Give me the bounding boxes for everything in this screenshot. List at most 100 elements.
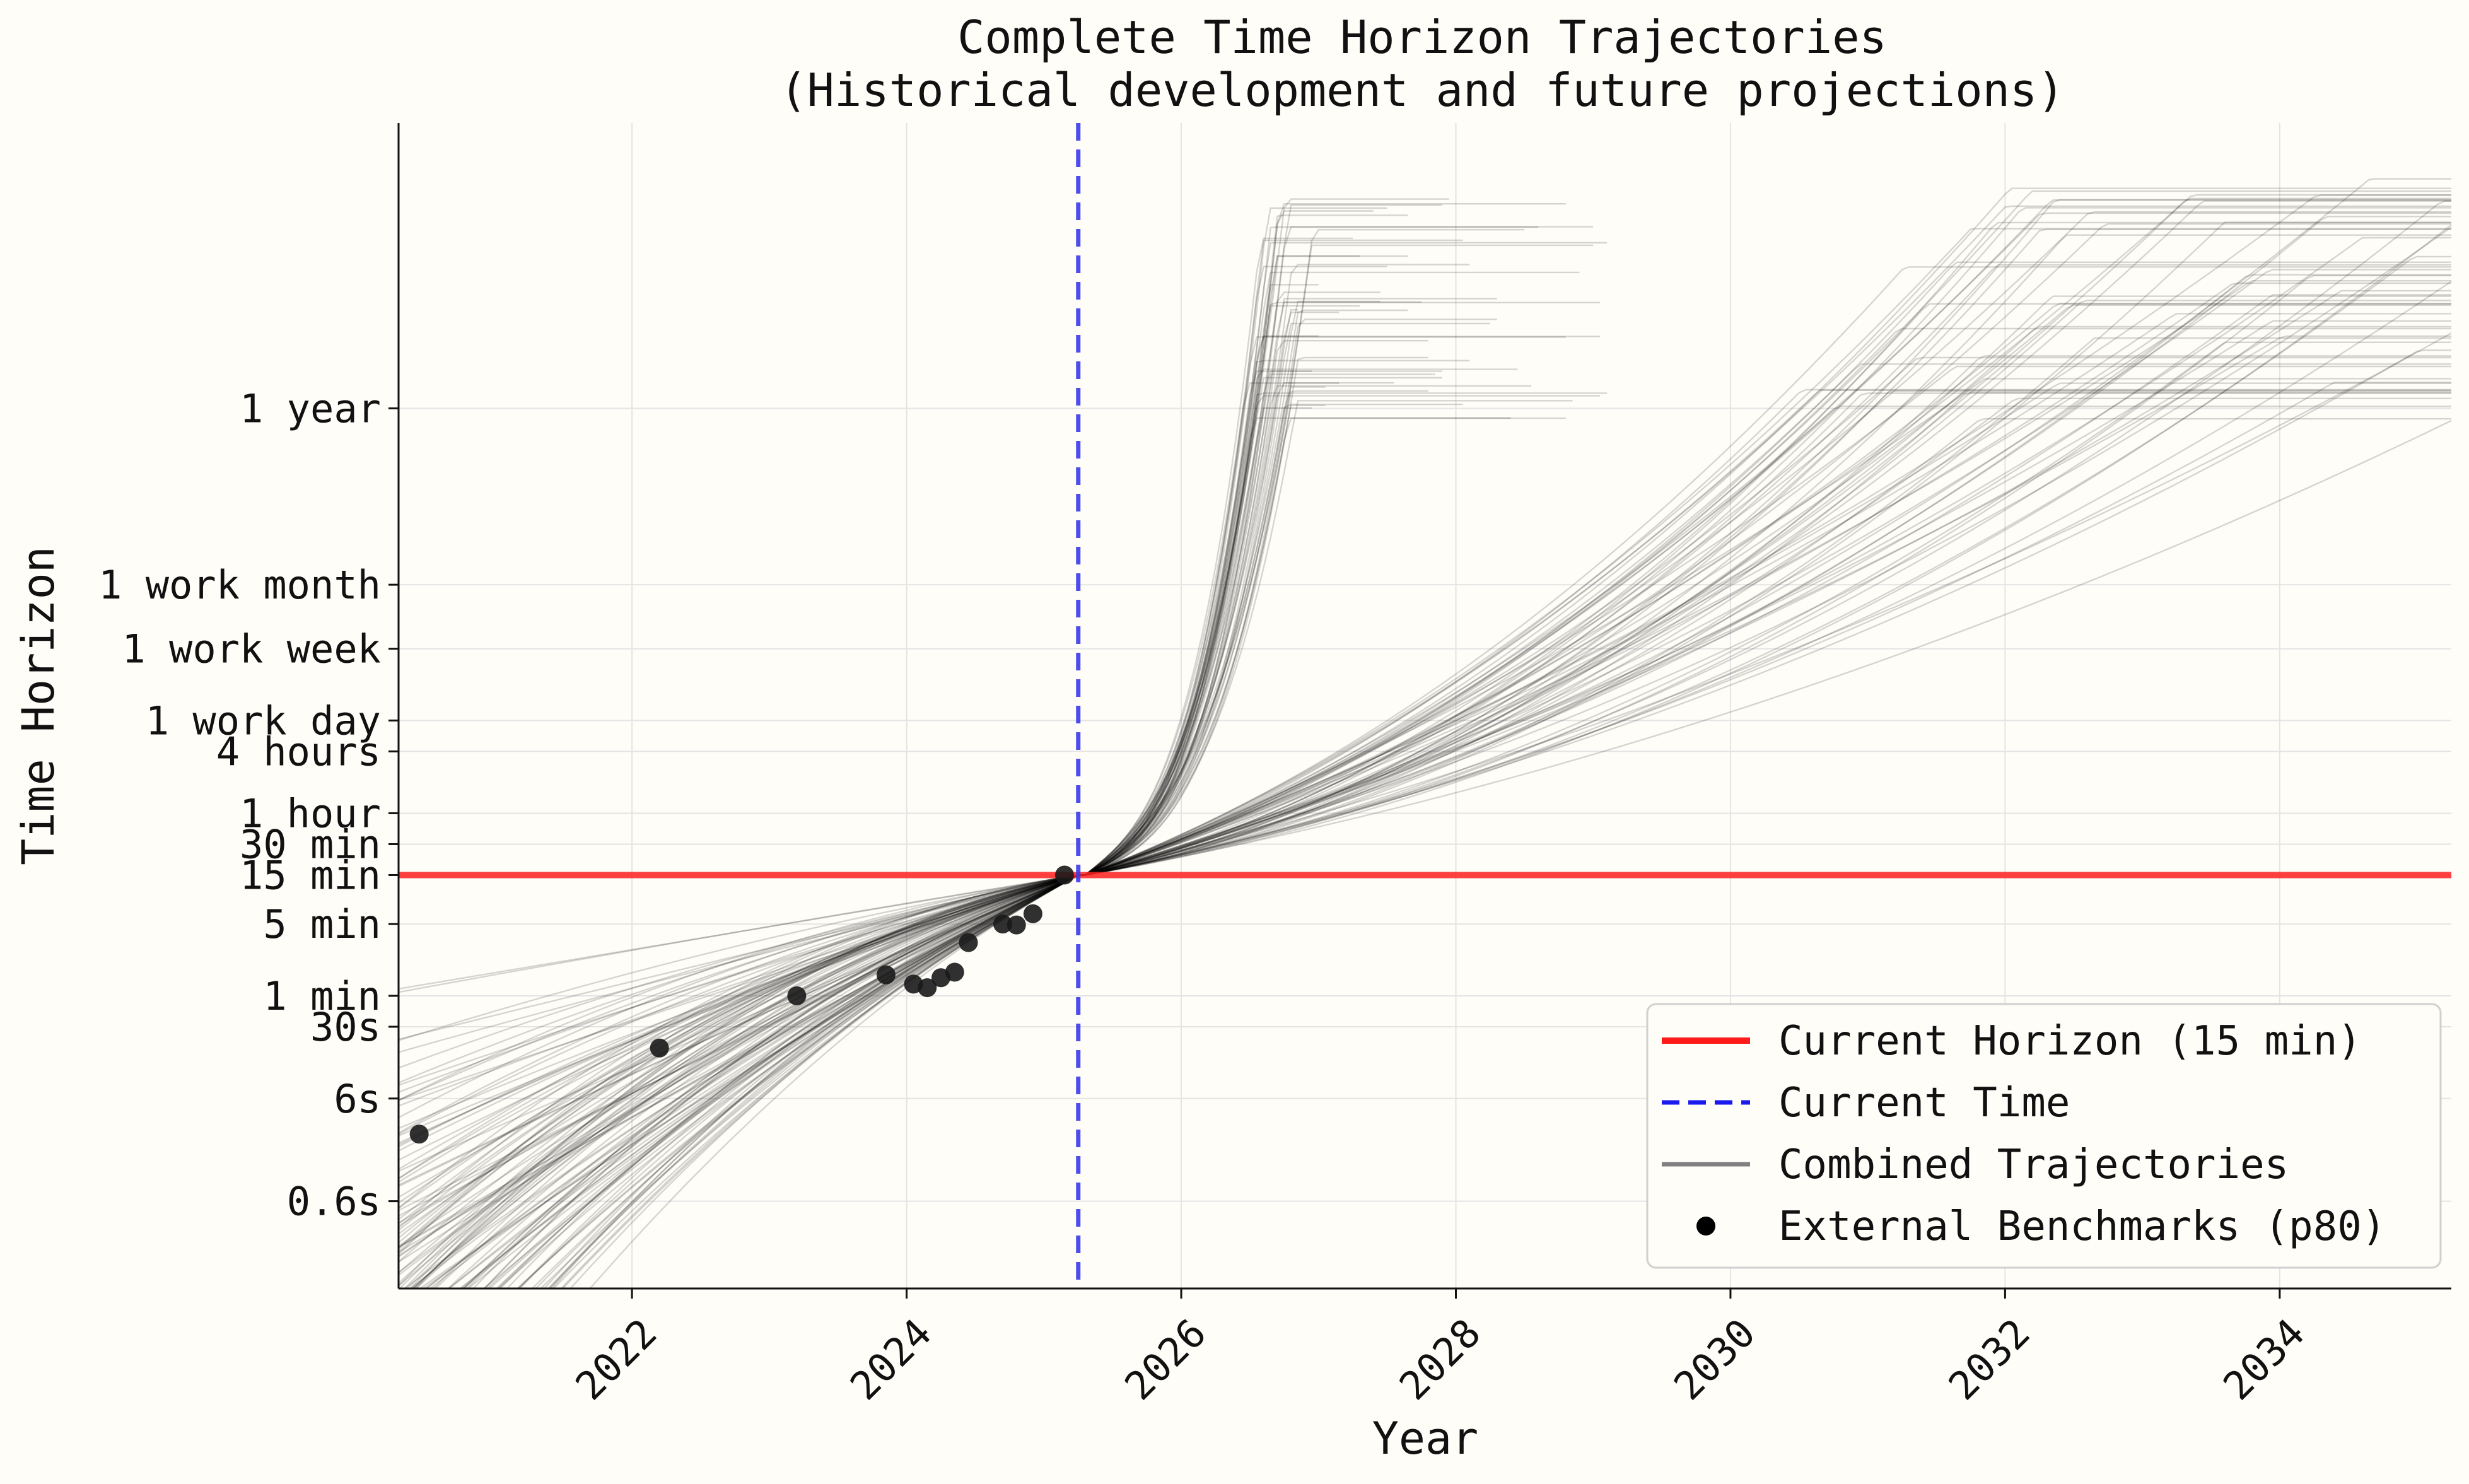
benchmark-point — [945, 962, 964, 982]
trajectory-line — [399, 210, 1374, 1119]
trajectory-line — [448, 395, 1601, 1288]
trajectory-line — [495, 359, 1470, 1288]
trajectory-line — [588, 322, 1490, 1288]
trajectory-line — [560, 392, 1607, 1288]
trajectory-line — [399, 397, 2451, 1231]
trajectory-line — [539, 336, 1566, 1288]
trajectory-line — [399, 301, 1601, 1144]
y-tick-label: 5 min — [263, 901, 381, 947]
benchmark-point — [918, 978, 937, 998]
trajectory-line — [399, 280, 2451, 1152]
trajectory-line — [548, 194, 2451, 1288]
y-tick-label: 4 hours — [216, 728, 381, 774]
trajectory-line — [518, 266, 1387, 1288]
y-tick-label: 30 min — [240, 821, 381, 867]
trajectory-line — [409, 282, 2451, 1288]
trajectory-line — [463, 197, 2451, 1288]
x-tick-label: 2024 — [841, 1310, 940, 1409]
trajectory-line — [488, 261, 2451, 1288]
benchmark-point — [1054, 865, 1074, 885]
trajectory-line — [399, 355, 2451, 1101]
trajectory-line — [421, 337, 2451, 1288]
legend-label-current-horizon: Current Horizon (15 min) — [1778, 1018, 2362, 1065]
trajectory-line — [483, 385, 1532, 1288]
x-ticks: 2022 2024 2026 2028 2030 2032 2034 — [566, 1288, 2313, 1409]
trajectory-line — [399, 198, 1449, 1250]
trajectory-line — [411, 386, 1326, 1288]
trajectory-line — [462, 341, 2451, 1288]
trajectory-line — [399, 266, 2451, 1224]
trajectory-line — [472, 203, 1566, 1288]
trajectory-line — [412, 255, 2451, 1288]
trajectory-line — [399, 274, 2451, 1130]
benchmark-point — [409, 1125, 429, 1144]
legend: Current Horizon (15 min) Current Time Co… — [1646, 1003, 2442, 1269]
y-tick-label: 1 min — [263, 973, 381, 1019]
trajectory-line — [399, 404, 1326, 1093]
trajectory-line — [399, 349, 2451, 1170]
trajectory-line — [399, 239, 1463, 1248]
trajectory-line — [399, 200, 2451, 1069]
trajectory-line — [399, 303, 2451, 1086]
trajectory-line — [399, 294, 2451, 1288]
trajectory-line — [399, 264, 1470, 1101]
trajectory-line — [399, 325, 2451, 1287]
y-tick-label: 15 min — [240, 852, 381, 898]
trajectory-line — [409, 187, 2451, 1288]
y-tick-label: 0.6s — [287, 1179, 381, 1225]
trajectory-line — [484, 216, 2451, 1288]
trajectory-line — [552, 280, 2451, 1288]
x-axis-label: Year — [1372, 1413, 1479, 1464]
trajectory-line — [549, 207, 2451, 1288]
trajectory-line — [506, 363, 2451, 1288]
trajectory-line — [399, 199, 2451, 1263]
trajectory-line — [399, 271, 1580, 1136]
axes — [397, 123, 2451, 1290]
y-tick-label: 1 work day — [146, 698, 381, 744]
trajectory-line — [399, 242, 1607, 1041]
trajectory-line — [399, 392, 2451, 1274]
trajectory-line — [465, 373, 1435, 1288]
legend-label-current-time: Current Time — [1778, 1080, 2070, 1126]
trajectory-line — [399, 211, 2451, 1212]
legend-label-trajectories: Combined Trajectories — [1778, 1142, 2289, 1188]
y-tick-label: 6s — [334, 1076, 381, 1122]
trajectory-line — [399, 190, 2451, 1209]
trajectory-line — [497, 226, 2451, 1288]
trajectory-line — [429, 382, 2451, 1288]
trajectory-line — [551, 305, 1360, 1288]
benchmark-points — [409, 865, 1074, 1144]
trajectory-line — [399, 406, 2451, 1249]
trajectory-line — [399, 237, 1353, 1101]
trajectory-line — [460, 389, 2451, 1288]
legend-box — [1646, 1003, 2442, 1269]
trajectory-line — [399, 309, 1299, 1258]
trajectory-line — [399, 205, 2451, 1146]
trajectory-line — [499, 295, 2451, 1288]
trajectory-line — [399, 223, 2451, 993]
benchmark-point — [959, 933, 978, 952]
trajectory-line — [531, 318, 1497, 1288]
y-axis-label: Time Horizon — [13, 546, 64, 865]
trajectory-line — [399, 332, 2451, 1284]
trajectory-line — [399, 223, 2451, 1053]
legend-swatch-benchmarks — [1696, 1217, 1715, 1236]
trajectory-line — [399, 419, 2451, 1220]
trajectory-line — [458, 400, 1573, 1288]
trajectory-line — [399, 327, 2451, 1107]
trajectory-line — [399, 221, 2451, 1217]
benchmark-point — [876, 965, 896, 984]
x-tick-label: 2032 — [1940, 1310, 2039, 1409]
trajectory-line — [399, 418, 2451, 1198]
trajectory-line — [561, 404, 1463, 1288]
benchmark-point — [650, 1038, 669, 1058]
benchmark-point — [993, 914, 1012, 934]
trajectory-line — [399, 335, 1319, 1179]
trajectory-line — [462, 291, 1380, 1288]
trajectory-line — [399, 378, 2451, 1172]
x-tick-label: 2028 — [1391, 1310, 1490, 1409]
benchmark-point — [1023, 904, 1042, 923]
trajectory-line — [399, 274, 2451, 1041]
trajectory-line — [399, 300, 2451, 1257]
